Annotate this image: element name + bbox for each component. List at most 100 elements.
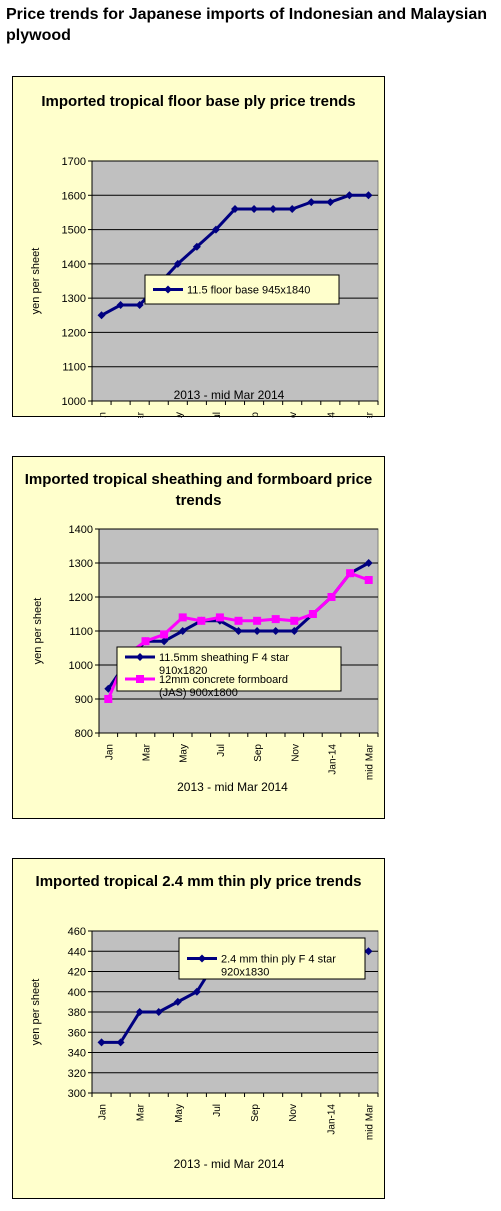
y-tick-label: 1300 — [62, 293, 86, 305]
y-tick-label: 420 — [68, 967, 86, 979]
x-tick-label: Nov — [288, 412, 299, 418]
data-point — [104, 695, 113, 703]
data-point — [141, 637, 150, 646]
y-tick-label: 1300 — [69, 558, 93, 570]
data-point — [178, 613, 187, 622]
data-point — [192, 987, 201, 996]
x-tick-label: Jan — [98, 412, 109, 418]
data-point — [215, 613, 224, 622]
data-point — [234, 616, 243, 625]
y-tick-label: 400 — [68, 987, 86, 999]
chart-floor-base: Imported tropical floor base ply price t… — [12, 76, 385, 418]
x-tick-label: May — [179, 744, 190, 763]
chart-title: Imported tropical 2.4 mm thin ply price … — [35, 873, 362, 890]
legend-marker — [136, 675, 144, 683]
legend-label: 11.5 floor base 945x1840 — [187, 285, 310, 297]
legend-marker — [136, 653, 144, 661]
y-tick-label: 1000 — [69, 660, 93, 672]
data-point — [211, 225, 220, 234]
x-tick-label: Sep — [253, 744, 264, 762]
data-point — [326, 198, 335, 207]
data-point — [197, 616, 206, 625]
data-point — [192, 242, 201, 251]
data-point — [308, 610, 317, 618]
y-tick-label: 460 — [68, 926, 86, 938]
data-point — [173, 259, 182, 268]
legend-box — [116, 646, 342, 692]
x-tick-label: Jul — [212, 412, 223, 418]
x-tick-label: Nov — [290, 744, 301, 762]
data-point — [288, 205, 297, 213]
y-tick-label: 1200 — [62, 327, 86, 339]
y-tick-label: 1100 — [69, 626, 93, 638]
x-axis-title: 2013 - mid Mar 2014 — [174, 1157, 285, 1171]
y-tick-label: 1000 — [62, 396, 86, 408]
x-tick-label: Jan-14 — [328, 744, 339, 775]
x-tick-label: Mar — [142, 743, 153, 761]
data-point — [290, 616, 299, 625]
chart-thin-ply: Imported tropical 2.4 mm thin ply price … — [12, 858, 385, 1199]
chart-title: Imported tropical sheathing and formboar… — [24, 471, 373, 509]
y-tick-label: 1600 — [62, 190, 86, 202]
data-point — [154, 1008, 163, 1016]
x-tick-label: mid Mar — [364, 411, 375, 418]
data-point — [250, 205, 259, 213]
x-tick-label: Mar — [136, 1103, 147, 1121]
x-tick-label: mid Mar — [365, 743, 376, 780]
data-point — [97, 311, 106, 320]
x-tick-label: Jan — [104, 744, 115, 760]
x-tick-label: Jan-14 — [326, 412, 337, 418]
chart-title: Imported tropical floor base ply price t… — [41, 93, 356, 110]
data-point — [173, 997, 182, 1006]
data-point — [364, 947, 373, 956]
y-tick-label: 380 — [68, 1007, 86, 1019]
y-tick-label: 1100 — [62, 362, 86, 374]
data-point — [271, 627, 280, 635]
y-tick-label: 300 — [68, 1088, 86, 1100]
y-tick-label: 1500 — [62, 225, 86, 237]
data-point — [97, 1038, 106, 1047]
x-tick-label: Mar — [136, 411, 147, 418]
data-point — [160, 630, 169, 639]
x-tick-label: Sep — [250, 412, 261, 418]
data-point — [253, 627, 262, 635]
legend-box — [178, 937, 366, 980]
x-tick-label: Jul — [212, 1104, 223, 1117]
y-tick-label: 340 — [68, 1048, 86, 1060]
data-point — [364, 191, 373, 200]
legend-label: 11.5mm sheathing F 4 star 910x1820 — [159, 652, 289, 677]
data-point — [160, 637, 169, 646]
data-point — [116, 1038, 125, 1047]
y-tick-label: 440 — [68, 946, 86, 958]
legend-label: 12mm concrete formboard (JAS) 900x1800 — [159, 674, 288, 699]
data-point — [253, 616, 262, 625]
data-point — [346, 569, 355, 578]
chart-plot: 1700 1600 1500 1400 1300 1200 1100 1000 Jan Mar Ma… — [30, 156, 379, 418]
legend-marker — [164, 285, 172, 294]
data-point — [116, 301, 125, 309]
y-tick-label: 900 — [75, 694, 93, 706]
x-tick-label: mid Mar — [364, 1103, 375, 1140]
x-tick-label: May — [174, 1104, 185, 1123]
data-point — [231, 205, 239, 213]
chart-sheathing-formboard: Imported tropical sheathing and formboar… — [12, 456, 385, 819]
data-point — [135, 301, 144, 309]
y-axis-title: yen per sheet — [32, 598, 44, 665]
y-tick-label: 320 — [68, 1068, 86, 1080]
y-axis-title: yen per sheet — [30, 248, 42, 315]
y-tick-label: 1700 — [62, 156, 86, 168]
y-tick-label: 360 — [68, 1027, 86, 1039]
y-axis-title: yen per sheet — [30, 979, 42, 1046]
data-point — [307, 198, 316, 207]
x-tick-label: Nov — [288, 1104, 299, 1122]
x-axis-title: 2013 - mid Mar 2014 — [174, 388, 285, 402]
page-title: Price trends for Japanese imports of Ind… — [6, 6, 488, 44]
x-tick-label: Jan — [98, 1104, 109, 1120]
data-point — [178, 627, 187, 635]
y-tick-label: 800 — [75, 728, 93, 740]
x-tick-label: Jul — [216, 744, 227, 757]
data-point — [364, 559, 373, 567]
data-point — [135, 1008, 144, 1016]
y-tick-label: 1200 — [69, 592, 93, 604]
chart-plot: 1400 1300 1200 1100 1000 900 800 Jan Mar May Jul Se… — [32, 524, 379, 794]
